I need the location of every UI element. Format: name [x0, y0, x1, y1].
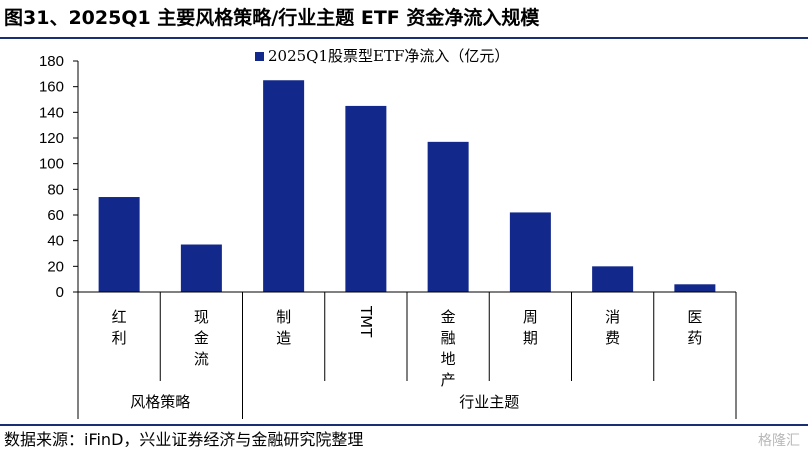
- y-tick-label: 120: [39, 130, 64, 147]
- category-label-5: 金融地产: [441, 308, 456, 389]
- y-tick-label: 140: [39, 104, 64, 121]
- y-tick-label: 180: [39, 53, 64, 70]
- bar-3: [263, 80, 305, 292]
- watermark: 格隆汇: [758, 433, 800, 449]
- y-tick-label: 160: [39, 79, 64, 96]
- bar-1: [98, 197, 140, 292]
- bar-4: [345, 105, 387, 293]
- category-label-1: 红利: [112, 308, 127, 347]
- title-rule: [0, 37, 808, 39]
- bar-2: [180, 244, 222, 292]
- bar-5: [427, 141, 469, 292]
- category-label-7: 消费: [605, 308, 620, 347]
- legend-swatch: [255, 52, 264, 61]
- category-label-2: 现金流: [194, 308, 209, 368]
- bar-7: [592, 266, 634, 292]
- bar-6: [509, 212, 551, 292]
- bar-8: [674, 284, 716, 292]
- group-label-1: 风格策略: [130, 393, 190, 411]
- category-label-6: 周期: [523, 308, 538, 347]
- source-note: 数据来源：iFinD，兴业证券经济与金融研究院整理: [4, 430, 364, 449]
- category-label-4: TMT: [357, 305, 375, 338]
- y-tick-label: 100: [39, 156, 64, 173]
- group-label-2: 行业主题: [459, 393, 519, 411]
- figure-title: 图31、2025Q1 主要风格策略/行业主题 ETF 资金净流入规模: [4, 7, 540, 29]
- legend-label: 2025Q1股票型ETF净流入（亿元）: [268, 47, 509, 65]
- footer-rule: [0, 424, 808, 426]
- y-tick-label: 40: [47, 233, 64, 250]
- y-tick-label: 60: [47, 207, 64, 224]
- y-tick-label: 0: [56, 284, 64, 301]
- y-tick-label: 20: [47, 258, 64, 275]
- category-label-8: 医药: [687, 308, 702, 347]
- category-label-3: 制造: [276, 308, 291, 347]
- y-tick-label: 80: [47, 181, 64, 198]
- bar-chart: 0 20 40 60 80 100 120 140 160 180 红利 现金流 制造 TMT 金融地产 周期…: [39, 47, 737, 419]
